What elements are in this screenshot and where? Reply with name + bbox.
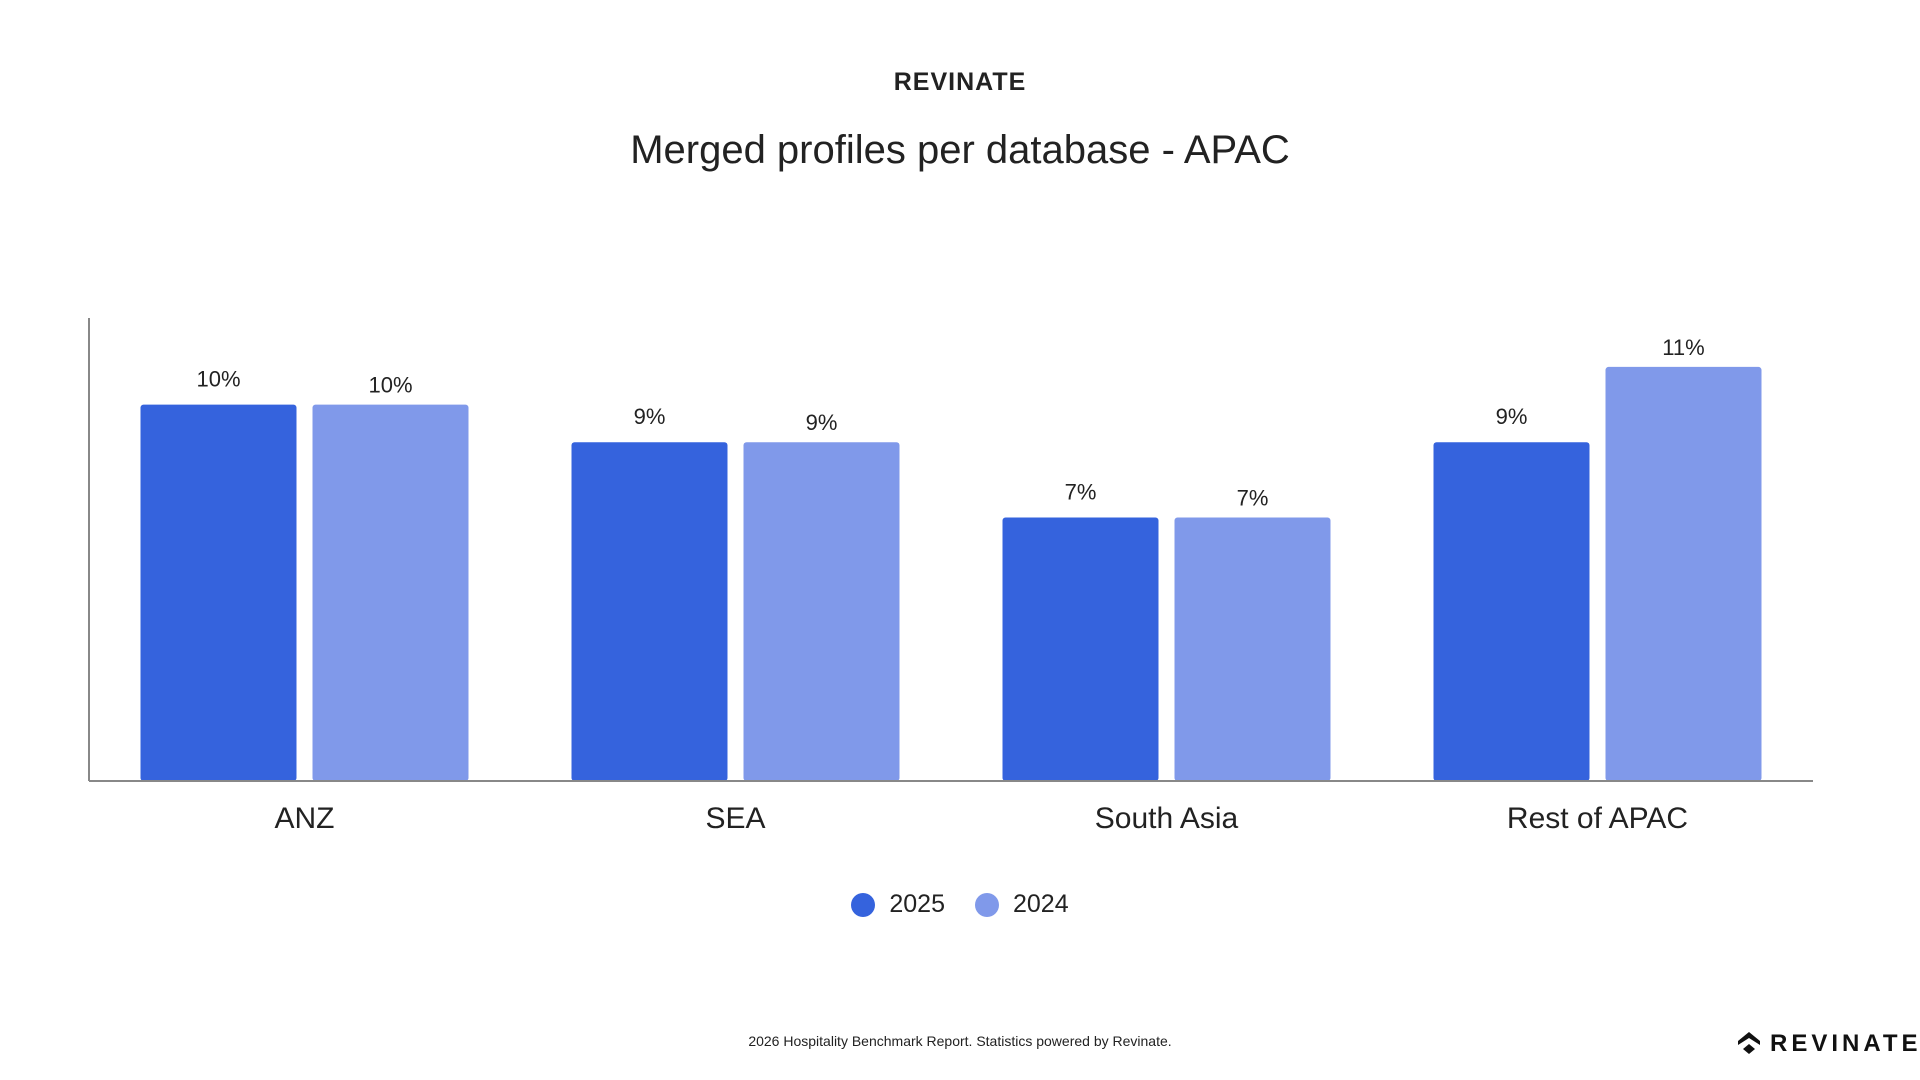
footer-text: 2026 Hospitality Benchmark Report. Stati… [748, 1033, 1172, 1049]
data-label: 11% [1662, 335, 1704, 360]
logo-text: REVINATE [1770, 1030, 1920, 1057]
legend-label: 2024 [1013, 890, 1069, 918]
revinate-logo: REVINATE [1738, 1030, 1920, 1058]
data-label: 10% [196, 367, 240, 392]
bar-2025-south-asia [1002, 517, 1159, 781]
legend-item-2024: 2024 [975, 890, 1069, 919]
x-tick-label: South Asia [1095, 802, 1239, 835]
x-tick-label: Rest of APAC [1507, 802, 1688, 835]
bar-2025-anz [140, 404, 297, 781]
bar-2024-anz [312, 404, 469, 781]
data-label: 7% [1237, 486, 1269, 511]
brand-header: REVINATE [893, 68, 1027, 96]
x-tick-label: SEA [705, 802, 765, 835]
chart-title: Merged profiles per database - APAC [630, 128, 1290, 172]
bar-2025-sea [571, 442, 728, 781]
bar-2024-sea [743, 442, 900, 781]
data-label: 7% [1065, 480, 1097, 505]
data-label: 9% [806, 410, 838, 435]
legend: 2025 2024 [0, 890, 1920, 919]
revinate-logo-icon [1738, 1032, 1760, 1054]
legend-dot-2025 [851, 892, 876, 917]
data-label: 10% [368, 373, 412, 398]
legend-dot-2024 [975, 892, 999, 917]
data-label: 9% [1496, 404, 1528, 429]
bar-2024-rest-of-apac [1605, 366, 1762, 781]
legend-label: 2025 [889, 890, 945, 918]
bar-2024-south-asia [1174, 517, 1331, 781]
data-label: 9% [634, 404, 666, 429]
x-tick-label: ANZ [275, 802, 335, 835]
bar-2025-rest-of-apac [1433, 442, 1590, 781]
legend-item-2025: 2025 [851, 890, 945, 919]
